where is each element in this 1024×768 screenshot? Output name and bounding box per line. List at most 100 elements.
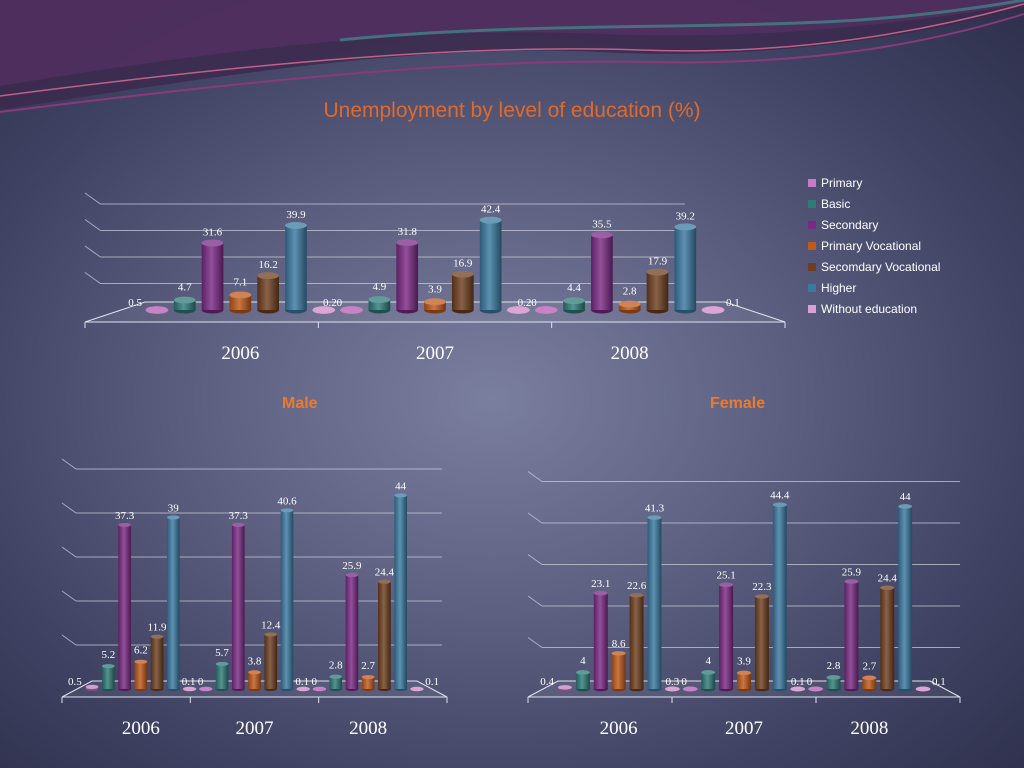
data-label: 2.8 <box>329 660 343 672</box>
header-wave-decoration <box>0 0 1024 113</box>
data-label: 0.5 <box>128 297 142 309</box>
bar-without-education-2008 <box>701 306 725 314</box>
data-label: 4 <box>580 655 586 667</box>
data-label: 25.9 <box>842 566 862 578</box>
data-label: 0.1 <box>295 676 309 688</box>
data-label: 2.7 <box>361 660 375 672</box>
bar-primary-2008 <box>808 686 823 692</box>
bar-primary-2006 <box>85 684 99 692</box>
legend-swatch <box>808 178 816 187</box>
bar-secondary-2008 <box>345 573 359 692</box>
data-label: 6.2 <box>134 645 148 657</box>
data-label: 2.8 <box>827 660 841 672</box>
bar-basic-2006 <box>102 664 115 692</box>
data-label: 0.1 <box>425 676 439 688</box>
bar-without-education-2007 <box>790 686 806 692</box>
bar-higher-2006 <box>647 515 662 692</box>
legend-swatch <box>808 199 816 208</box>
bar-without-education-2006 <box>312 306 336 314</box>
female-chart: 0.4 4 23.1 8.6 22.6 41.3 0 2006 0.3 4 25.1 3.9 22.3 4… <box>527 471 961 739</box>
legend-swatch <box>808 220 816 229</box>
data-label: 12.4 <box>261 619 281 631</box>
bar-secondary-2008 <box>591 231 613 314</box>
gridline-diagonal <box>527 512 543 524</box>
gridline-diagonal <box>61 634 77 646</box>
bar-secomdary-vocational-2007 <box>754 594 769 692</box>
bar-secomdary-vocational-2007 <box>264 632 278 692</box>
male-chart: 0.5 5.2 37.3 6.211.9 39 0 2006 0.1 5.7 37.3 3.8 12.… <box>61 458 448 739</box>
gridline-diagonal <box>61 590 77 602</box>
data-label: 0.1 <box>726 297 740 309</box>
data-label: 0 <box>312 676 318 688</box>
bar-without-education-2007 <box>296 686 310 692</box>
data-label: 37.3 <box>229 510 249 522</box>
bar-higher-2007 <box>772 502 787 692</box>
x-tick-label: 2007 <box>416 343 454 364</box>
data-label: 16.2 <box>259 259 278 271</box>
x-tick-label: 2006 <box>600 718 638 739</box>
bar-secondary-2006 <box>593 590 608 692</box>
bar-primary-vocational-2007 <box>737 670 751 692</box>
data-label: 2.7 <box>862 661 876 673</box>
bar-without-education-2007 <box>507 306 530 314</box>
bar-primary-2007 <box>682 686 698 692</box>
gridline-diagonal <box>84 219 101 231</box>
bar-primary-vocational-2006 <box>229 291 252 314</box>
data-label: 2.8 <box>623 286 637 298</box>
total-chart: 0.5 4.7 31.6 7.1 16.2 39.9 0 2006 0.2 4.9 31.8 3.9 1… <box>84 192 786 364</box>
data-label: 44 <box>395 480 407 492</box>
bar-higher-2007 <box>479 216 502 314</box>
x-tick-label: 2008 <box>611 343 649 364</box>
data-label: 3.8 <box>248 655 262 667</box>
data-label: 41.3 <box>645 502 665 514</box>
gridline-diagonal <box>61 546 77 558</box>
data-label: 5.2 <box>101 649 115 661</box>
data-label: 4.7 <box>178 282 192 294</box>
legend-label: Secondary <box>821 217 879 232</box>
gridline-diagonal <box>527 637 543 648</box>
data-label: 17.9 <box>648 256 668 268</box>
data-label: 5.7 <box>215 647 229 659</box>
data-label: 44.4 <box>770 490 790 502</box>
data-label: 39.9 <box>286 209 306 221</box>
bar-higher-2008 <box>394 493 407 692</box>
data-label: 35.5 <box>592 218 612 230</box>
bar-without-education-2006 <box>182 686 197 692</box>
gridline-diagonal <box>61 458 77 470</box>
bar-primary-2007 <box>199 686 213 692</box>
x-tick-label: 2007 <box>725 718 763 739</box>
bar-secondary-2008 <box>844 579 859 692</box>
bar-basic-2007 <box>368 296 391 314</box>
data-label: 0.1 <box>182 676 196 688</box>
data-label: 0.2 <box>323 297 337 309</box>
data-label: 4.9 <box>373 281 387 293</box>
bar-higher-2007 <box>280 508 294 692</box>
legend-swatch <box>808 262 816 271</box>
data-label: 0.3 <box>666 676 680 688</box>
bar-basic-2008 <box>563 297 585 314</box>
data-label: 4 <box>705 655 711 667</box>
legend-item-higher: Higher <box>808 277 940 298</box>
data-label: 40.6 <box>277 495 297 507</box>
legend-label: Secomdary Vocational <box>821 259 941 274</box>
data-label: 0 <box>198 676 204 688</box>
bar-secondary-2006 <box>201 239 224 314</box>
legend-swatch <box>808 241 816 250</box>
bar-primary-vocational-2008 <box>618 300 641 314</box>
bar-higher-2008 <box>674 223 697 314</box>
legend-label: Primary <box>821 175 863 190</box>
bar-higher-2006 <box>285 221 307 314</box>
legend-label: Higher <box>821 280 857 295</box>
legend-item-secondary: Secondary <box>808 214 940 235</box>
gridline-diagonal <box>84 245 101 258</box>
x-tick-label: 2006 <box>221 343 259 364</box>
bar-primary-vocational-2008 <box>862 675 877 692</box>
bar-basic-2008 <box>826 675 841 692</box>
data-label: 3.9 <box>737 656 751 668</box>
data-label: 0.4 <box>540 676 554 688</box>
bar-secomdary-vocational-2008 <box>880 585 895 692</box>
gridlines <box>84 192 685 284</box>
gridline-diagonal <box>84 192 101 205</box>
gridline-diagonal <box>84 272 101 284</box>
data-label: 24.4 <box>878 573 898 585</box>
